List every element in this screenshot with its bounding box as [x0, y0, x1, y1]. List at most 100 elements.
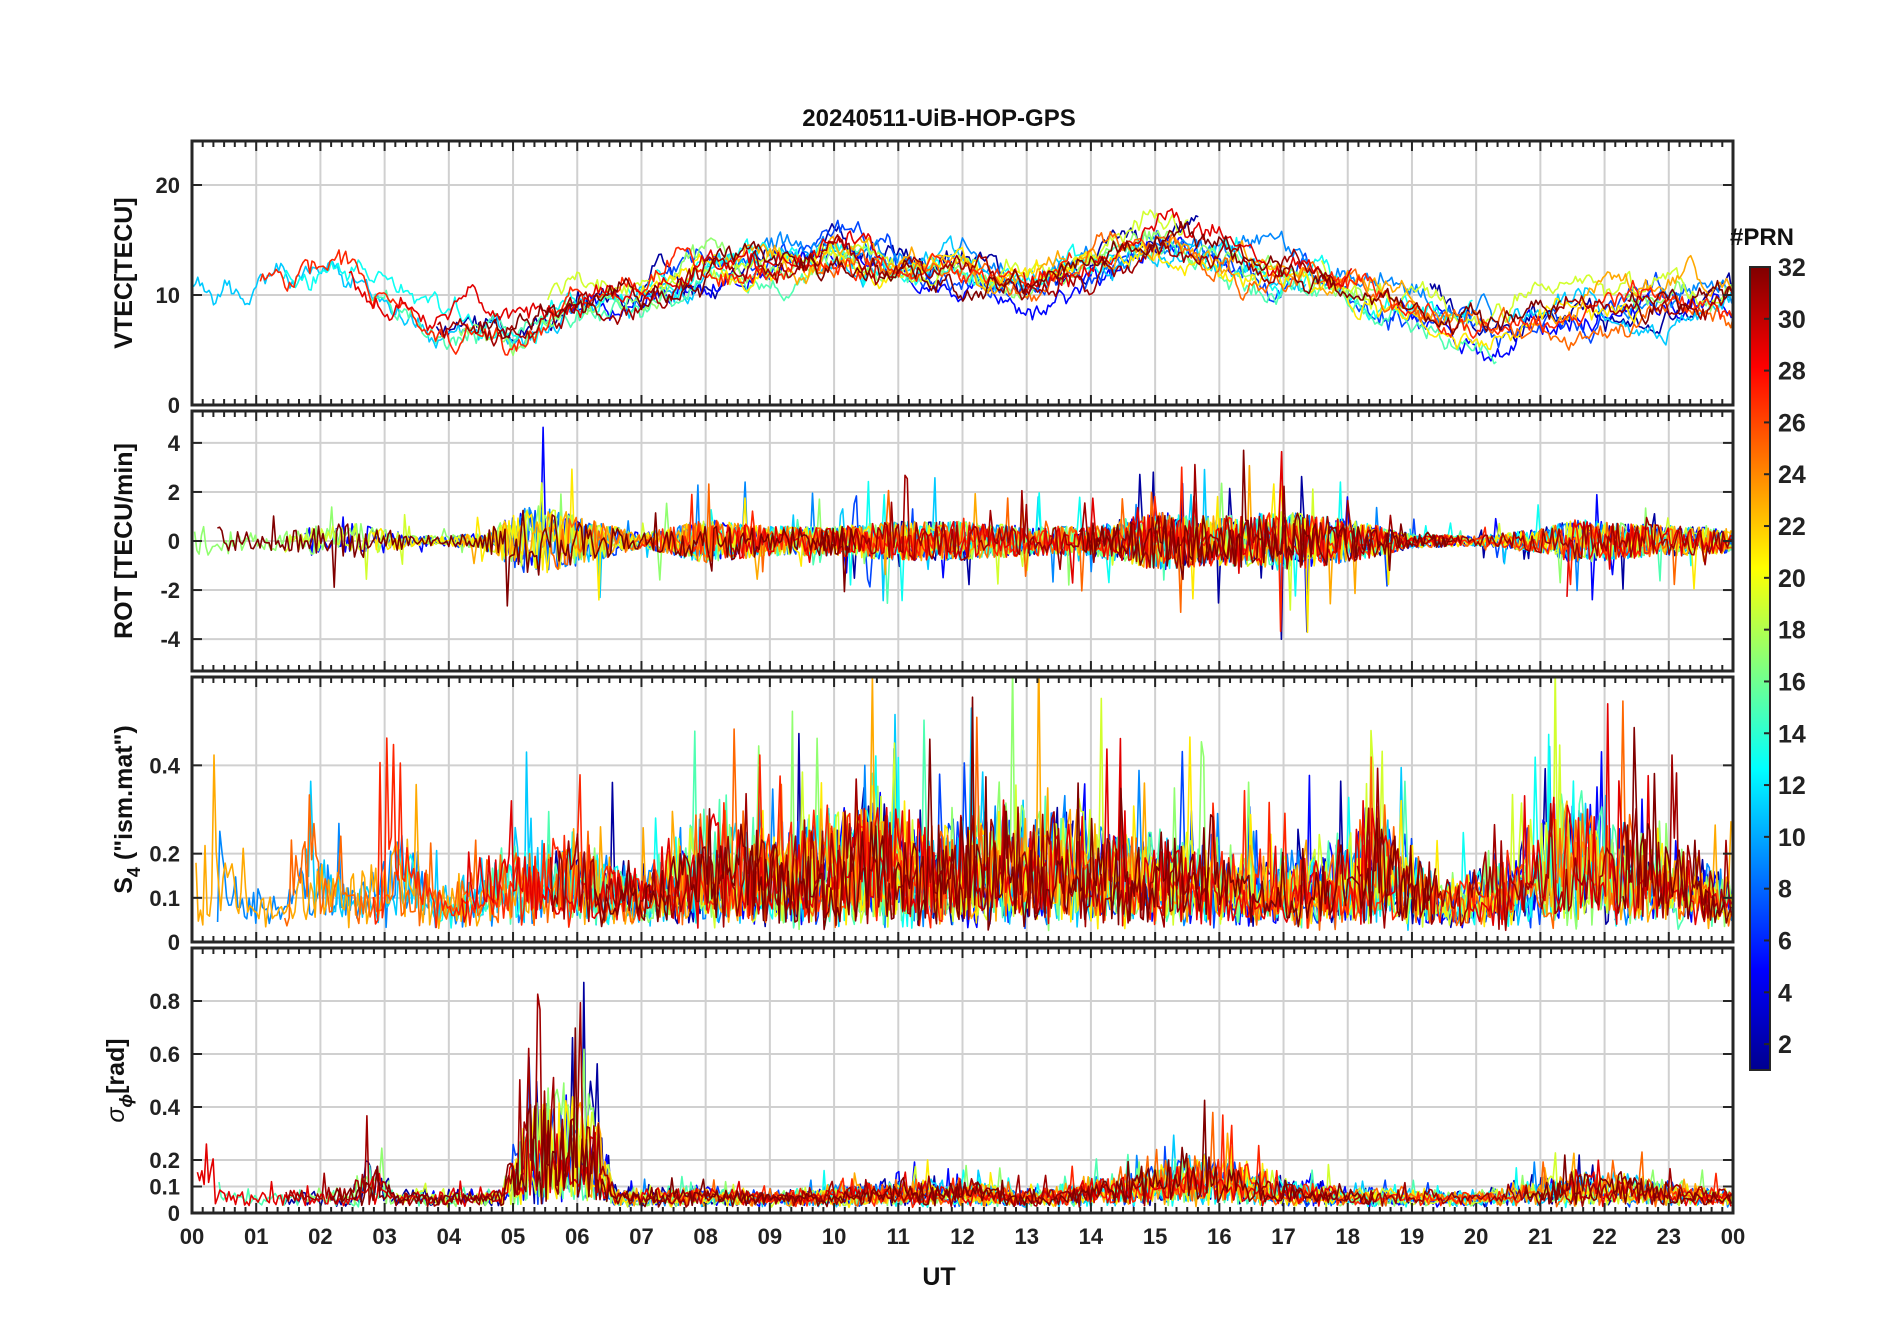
colorbar-tick-label: 14 — [1778, 720, 1806, 748]
series-line-prn-25 — [661, 1111, 1717, 1208]
series-group — [193, 426, 1733, 641]
y-tick-label: 0 — [168, 1201, 180, 1226]
x-tick-label: 17 — [1271, 1224, 1295, 1249]
y-axis-label-rest: ("ism.mat") — [110, 725, 138, 867]
x-tick-label: 22 — [1592, 1224, 1616, 1249]
panel-rot: -4 -2 0 2 4 ROT [TECU/min] — [110, 409, 1735, 673]
colorbar-tick-label: 8 — [1778, 876, 1792, 904]
y-axis-label-main: σ — [102, 1107, 130, 1123]
x-tick-label: 13 — [1014, 1224, 1038, 1249]
x-tick-label: 08 — [693, 1224, 717, 1249]
y-tick-label: -2 — [160, 578, 180, 603]
y-tick-label: -4 — [160, 627, 180, 652]
series-line-prn-29 — [348, 230, 883, 332]
panel-sigma: 00.10.2 0.4 0.6 0.8 σϕ[rad] — [102, 946, 1735, 1226]
colorbar-tick-label: 30 — [1778, 306, 1806, 334]
x-tick-label: 00 — [1721, 1224, 1745, 1249]
series-line-prn-32 — [1523, 1154, 1732, 1206]
series-line-prn-32 — [1622, 726, 1732, 924]
panel-vtec: 0 10 20 VTEC[TECU] — [110, 139, 1735, 418]
y-tick-label: 20 — [156, 173, 180, 198]
x-tick-label: 09 — [758, 1224, 782, 1249]
series-line-prn-27 — [1326, 271, 1733, 339]
series-line-prn-32 — [594, 696, 1437, 931]
colorbar-tick-label: 22 — [1778, 513, 1806, 541]
x-tick-label: 02 — [308, 1224, 332, 1249]
y-axis-label-sub: ϕ — [116, 1094, 136, 1108]
y-tick-label: 0 — [168, 393, 180, 418]
y-tick-label: 0 — [168, 930, 180, 955]
y-axis-label-s4: S4 ("ism.mat") — [110, 725, 144, 894]
y-axis-label-rest: [rad] — [102, 1038, 130, 1094]
x-tick-label: 10 — [822, 1224, 846, 1249]
x-tick-label: 03 — [372, 1224, 396, 1249]
y-tick-label: 0.4 — [149, 1095, 180, 1120]
x-tick-label: 05 — [501, 1224, 525, 1249]
y-tick-label: 0.2 — [149, 842, 180, 867]
colorbar-tick-label: 20 — [1778, 565, 1806, 593]
x-axis-label: UT — [922, 1263, 955, 1291]
x-tick-label: 23 — [1657, 1224, 1681, 1249]
colorbar-title: #PRN — [1730, 224, 1794, 251]
y-axis-label-sigma: σϕ[rad] — [102, 1038, 136, 1122]
colorbar-tick-label: 4 — [1778, 979, 1792, 1007]
series-line-prn-29 — [1467, 702, 1733, 927]
x-tick-label: 01 — [244, 1224, 268, 1249]
series-line-prn-32 — [481, 221, 1562, 340]
series-line-prn-32 — [1627, 279, 1732, 325]
y-axis-label-rot: ROT [TECU/min] — [110, 443, 138, 639]
series-line-prn-32 — [329, 1027, 1374, 1208]
x-tick-label: 20 — [1464, 1224, 1488, 1249]
colorbar-tick-label: 16 — [1778, 668, 1806, 696]
x-tick-label: 16 — [1207, 1224, 1231, 1249]
x-tick-label: 21 — [1528, 1224, 1552, 1249]
series-line-prn-29 — [1566, 521, 1732, 597]
y-tick-label: 0 — [168, 529, 180, 554]
series-line-prn-32 — [217, 509, 857, 607]
series-line-prn-27 — [259, 246, 1073, 356]
series-line-prn-5 — [1391, 292, 1733, 362]
y-axis-label-sub: 4 — [124, 867, 144, 877]
y-tick-label: 0.1 — [149, 886, 180, 911]
panel-s4: 00.10.20.4S4 ("ism.mat") — [110, 675, 1735, 955]
series-line-prn-31 — [1554, 285, 1733, 321]
x-tick-label: 06 — [565, 1224, 589, 1249]
series-group — [196, 981, 1733, 1209]
series-group — [192, 208, 1733, 365]
x-tick-labels: 00 01 02 03 04 05 06 07 08 09 10 11 12 13 14 15 16 17 18 19… — [180, 1224, 1745, 1249]
y-axis-label-vtec: VTEC[TECU] — [110, 197, 138, 348]
x-tick-label: 11 — [887, 1224, 910, 1249]
colorbar-tick-label: 10 — [1778, 824, 1806, 852]
series-line-prn-27 — [637, 466, 1653, 633]
y-tick-label: 0.4 — [149, 753, 180, 778]
colorbar-tick-label: 26 — [1778, 409, 1806, 437]
x-tick-label: 18 — [1336, 1224, 1360, 1249]
panels: 0 10 20 VTEC[TECU] -4 -2 0 2 4 ROT [TECU/min] 0 0.1… — [102, 139, 1735, 1226]
x-tick-label: 15 — [1143, 1224, 1167, 1249]
y-tick-label: 0.6 — [149, 1042, 180, 1067]
y-tick-label: 0.2 — [149, 1148, 180, 1173]
y-axis-label-main: S — [110, 877, 138, 894]
x-tick-label: 07 — [629, 1224, 653, 1249]
series-group — [195, 677, 1733, 932]
colorbar-tick-label: 18 — [1778, 617, 1806, 645]
colorbar-gradient — [1749, 266, 1771, 1071]
series-line-prn-23 — [1548, 254, 1732, 326]
colorbar-tick-label: 2 — [1778, 1031, 1792, 1059]
y-tick-label: 10 — [156, 283, 180, 308]
figure-title: 20240511-UiB-HOP-GPS — [802, 105, 1075, 132]
colorbar-tick-label: 24 — [1778, 461, 1806, 489]
series-line-prn-15 — [1093, 239, 1497, 365]
series-line-prn-31 — [814, 463, 1733, 571]
colorbar-tick-label: 12 — [1778, 772, 1806, 800]
colorbar-tick-label: 28 — [1778, 358, 1806, 386]
x-tick-label: 12 — [950, 1224, 974, 1249]
y-tick-label: 2 — [168, 480, 180, 505]
colorbar-tick-label: 32 — [1778, 254, 1806, 282]
x-tick-label: 19 — [1400, 1224, 1424, 1249]
y-tick-label: 0.8 — [149, 989, 180, 1014]
x-tick-label: 00 — [180, 1224, 204, 1249]
